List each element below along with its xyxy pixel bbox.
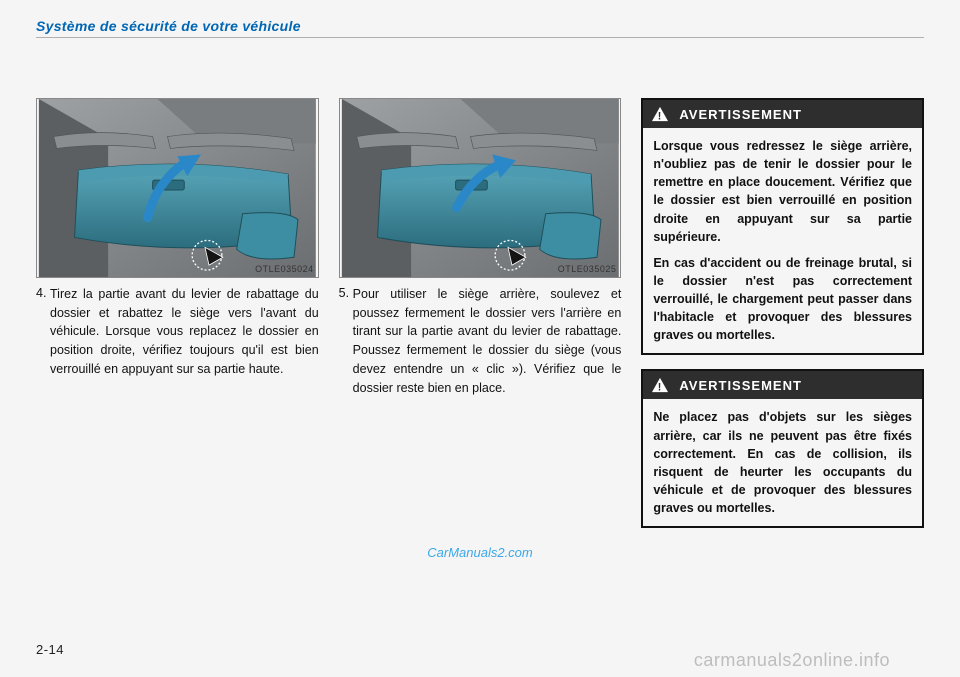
page-header: Système de sécurité de votre véhicule bbox=[36, 18, 924, 38]
watermark-center: CarManuals2.com bbox=[427, 545, 533, 560]
column-middle: OTLE035025 5. Pour utiliser le siège arr… bbox=[339, 98, 622, 542]
warning-body: Lorsque vous redressez le siège arrière,… bbox=[643, 128, 922, 353]
seat-fold-illustration bbox=[37, 99, 318, 277]
warning-icon: ! bbox=[651, 377, 669, 393]
step-text: Tirez la partie avant du levier de rabat… bbox=[50, 285, 319, 379]
watermark-bottom: carmanuals2online.info bbox=[694, 650, 890, 671]
caption-step-4: 4. Tirez la partie avant du levier de ra… bbox=[36, 284, 319, 379]
section-title: Système de sécurité de votre véhicule bbox=[36, 18, 924, 34]
figure-label: OTLE035024 bbox=[255, 264, 314, 274]
svg-text:!: ! bbox=[658, 110, 662, 122]
step-text: Pour utiliser le siège arrière, soulevez… bbox=[353, 285, 622, 398]
figure-label: OTLE035025 bbox=[558, 264, 617, 274]
step-number: 4. bbox=[36, 284, 46, 303]
warning-body: Ne placez pas d'objets sur les sièges ar… bbox=[643, 399, 922, 526]
warning-title: AVERTISSEMENT bbox=[679, 378, 802, 393]
warning-text: Lorsque vous redressez le siège arrière,… bbox=[653, 137, 912, 246]
svg-text:!: ! bbox=[658, 382, 662, 394]
seat-raise-illustration bbox=[340, 99, 621, 277]
caption-step-5: 5. Pour utiliser le siège arrière, soule… bbox=[339, 284, 622, 397]
warning-header: ! AVERTISSEMENT bbox=[643, 100, 922, 128]
warning-box-1: ! AVERTISSEMENT Lorsque vous redressez l… bbox=[641, 98, 924, 355]
warning-header: ! AVERTISSEMENT bbox=[643, 371, 922, 399]
warning-text: Ne placez pas d'objets sur les sièges ar… bbox=[653, 408, 912, 517]
manual-page: Système de sécurité de votre véhicule bbox=[0, 0, 960, 677]
warning-text: En cas d'accident ou de freinage brutal,… bbox=[653, 254, 912, 345]
header-rule bbox=[36, 37, 924, 38]
warning-title: AVERTISSEMENT bbox=[679, 107, 802, 122]
column-left: OTLE035024 4. Tirez la partie avant du l… bbox=[36, 98, 319, 542]
content-columns: OTLE035024 4. Tirez la partie avant du l… bbox=[36, 98, 924, 542]
figure-seat-raise: OTLE035025 bbox=[339, 98, 622, 278]
warning-box-2: ! AVERTISSEMENT Ne placez pas d'objets s… bbox=[641, 369, 924, 528]
warning-icon: ! bbox=[651, 106, 669, 122]
figure-seat-fold: OTLE035024 bbox=[36, 98, 319, 278]
column-right: ! AVERTISSEMENT Lorsque vous redressez l… bbox=[641, 98, 924, 542]
step-number: 5. bbox=[339, 284, 349, 303]
page-number: 2-14 bbox=[36, 642, 64, 657]
